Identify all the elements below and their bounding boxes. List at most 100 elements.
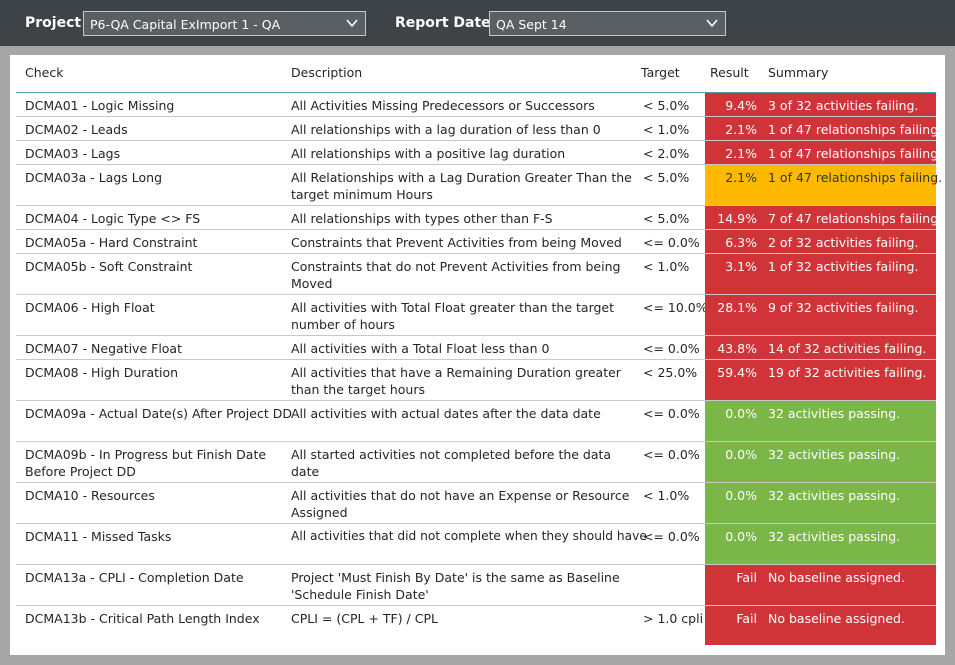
- check-target: <= 0.0%: [643, 341, 700, 356]
- check-description: Project 'Must Finish By Date' is the sam…: [291, 570, 620, 602]
- check-description: CPLI = (CPL + TF) / CPL: [291, 611, 438, 626]
- result-summary: 14 of 32 activities failing.: [768, 341, 927, 356]
- table-row[interactable]: DCMA03a - Lags Long All Relationships wi…: [16, 165, 942, 206]
- check-name: DCMA13a - CPLI - Completion Date: [25, 570, 244, 585]
- check-name: DCMA05a - Hard Constraint: [25, 235, 198, 250]
- result-cell: 0.0% 32 activities passing.: [705, 524, 936, 564]
- result-summary: 32 activities passing.: [768, 447, 901, 462]
- result-cell: 3.1% 1 of 32 activities failing.: [705, 254, 936, 294]
- result-value: 2.1%: [725, 146, 757, 161]
- table-row[interactable]: DCMA13b - Critical Path Length Index CPL…: [16, 606, 936, 645]
- result-cell: 43.8% 14 of 32 activities failing.: [705, 336, 936, 359]
- table-row[interactable]: DCMA05b - Soft Constraint Constraints th…: [16, 254, 936, 295]
- check-target: < 25.0%: [643, 365, 698, 380]
- table-row[interactable]: DCMA03 - Lags All relationships with a p…: [16, 141, 942, 165]
- check-name: DCMA10 - Resources: [25, 488, 155, 503]
- project-dropdown[interactable]: P6-QA Capital ExImport 1 - QA: [83, 11, 366, 36]
- check-name: DCMA02 - Leads: [25, 122, 128, 137]
- check-description: All activities with actual dates after t…: [291, 406, 601, 421]
- check-description: All relationships with a lag duration of…: [291, 122, 601, 137]
- result-summary: 19 of 32 activities failing.: [768, 365, 927, 380]
- check-name: DCMA07 - Negative Float: [25, 341, 182, 356]
- check-target: < 1.0%: [643, 488, 690, 503]
- result-summary: 32 activities passing.: [768, 529, 901, 544]
- result-summary: No baseline assigned.: [768, 570, 905, 585]
- column-header-summary[interactable]: Summary: [768, 65, 829, 80]
- table-row[interactable]: DCMA04 - Logic Type <> FS All relationsh…: [16, 206, 942, 230]
- column-header-result[interactable]: Result: [710, 65, 749, 80]
- table-row[interactable]: DCMA07 - Negative Float All activities w…: [16, 336, 936, 360]
- check-target: < 5.0%: [643, 170, 690, 185]
- result-summary: 1 of 47 relationships failing.: [768, 146, 943, 161]
- table-row[interactable]: DCMA02 - Leads All relationships with a …: [16, 117, 942, 141]
- report-date-dropdown-value: QA Sept 14: [496, 17, 567, 32]
- result-summary: 32 activities passing.: [768, 488, 901, 503]
- check-description: All Activities Missing Predecessors or S…: [291, 98, 595, 113]
- check-description: All activities with Total Float greater …: [291, 300, 615, 332]
- result-value: 43.8%: [717, 341, 757, 356]
- column-header-check[interactable]: Check: [25, 65, 64, 80]
- result-summary: 9 of 32 activities failing.: [768, 300, 919, 315]
- result-summary: 3 of 32 activities failing.: [768, 98, 919, 113]
- check-name: DCMA09b - In Progress but Finish Date Be…: [25, 447, 267, 479]
- check-target: < 1.0%: [643, 122, 690, 137]
- check-description: All activities with a Total Float less t…: [291, 341, 550, 356]
- result-cell: 28.1% 9 of 32 activities failing.: [705, 295, 936, 335]
- table-row[interactable]: DCMA09a - Actual Date(s) After Project D…: [16, 401, 936, 442]
- result-value: 0.0%: [725, 529, 757, 544]
- check-name: DCMA03 - Lags: [25, 146, 121, 161]
- result-value: 3.1%: [725, 259, 757, 274]
- check-target: <= 0.0%: [643, 529, 700, 544]
- check-name: DCMA09a - Actual Date(s) After Project D…: [25, 406, 292, 421]
- check-target: < 5.0%: [643, 98, 690, 113]
- result-cell: 0.0% 32 activities passing.: [705, 483, 936, 523]
- result-summary: 7 of 47 relationships failing.: [768, 211, 943, 226]
- table-row[interactable]: DCMA08 - High Duration All activities th…: [16, 360, 936, 401]
- result-value: 28.1%: [717, 300, 757, 315]
- result-cell: 2.1% 1 of 47 relationships failing.: [705, 117, 942, 140]
- table-row[interactable]: DCMA09b - In Progress but Finish Date Be…: [16, 442, 936, 483]
- chevron-down-icon: [346, 19, 358, 28]
- check-target: <= 0.0%: [643, 406, 700, 421]
- result-value: 14.9%: [717, 211, 757, 226]
- check-name: DCMA05b - Soft Constraint: [25, 259, 193, 274]
- check-name: DCMA03a - Lags Long: [25, 170, 163, 185]
- table-row[interactable]: DCMA06 - High Float All activities with …: [16, 295, 936, 336]
- chevron-down-icon: [706, 19, 718, 28]
- result-summary: No baseline assigned.: [768, 611, 905, 626]
- dcma-checks-table: Check Description Target Result Summary …: [10, 55, 945, 655]
- check-name: DCMA11 - Missed Tasks: [25, 529, 172, 544]
- check-target: < 1.0%: [643, 259, 690, 274]
- check-description: All Relationships with a Lag Duration Gr…: [291, 170, 632, 202]
- check-description: All started activities not completed bef…: [291, 447, 612, 479]
- header-divider: [16, 92, 936, 93]
- check-name: DCMA13b - Critical Path Length Index: [25, 611, 260, 626]
- result-summary: 2 of 32 activities failing.: [768, 235, 919, 250]
- result-value: Fail: [736, 611, 757, 626]
- check-description: Constraints that Prevent Activities from…: [291, 235, 622, 250]
- table-row[interactable]: DCMA11 - Missed Tasks All activities tha…: [16, 524, 936, 565]
- result-summary: 1 of 47 relationships failing.: [768, 122, 943, 137]
- table-row[interactable]: DCMA01 - Logic Missing All Activities Mi…: [16, 93, 936, 117]
- check-name: DCMA06 - High Float: [25, 300, 155, 315]
- result-value: 2.1%: [725, 122, 757, 137]
- check-name: DCMA01 - Logic Missing: [25, 98, 175, 113]
- column-header-description[interactable]: Description: [291, 65, 363, 80]
- result-cell: 59.4% 19 of 32 activities failing.: [705, 360, 936, 400]
- result-cell: Fail No baseline assigned.: [705, 565, 936, 605]
- report-date-dropdown[interactable]: QA Sept 14: [489, 11, 726, 36]
- check-description: All relationships with a positive lag du…: [291, 146, 566, 161]
- result-summary: 1 of 32 activities failing.: [768, 259, 919, 274]
- result-value: 0.0%: [725, 488, 757, 503]
- check-target: <= 0.0%: [643, 235, 700, 250]
- result-cell: 6.3% 2 of 32 activities failing.: [705, 230, 936, 253]
- check-target: < 2.0%: [643, 146, 690, 161]
- result-value: 6.3%: [725, 235, 757, 250]
- check-description: All activities that did not complete whe…: [291, 529, 647, 543]
- check-description: Constraints that do not Prevent Activiti…: [291, 259, 621, 291]
- table-row[interactable]: DCMA05a - Hard Constraint Constraints th…: [16, 230, 936, 254]
- result-cell: 9.4% 3 of 32 activities failing.: [705, 93, 936, 116]
- column-header-target[interactable]: Target: [641, 65, 680, 80]
- table-row[interactable]: DCMA10 - Resources All activities that d…: [16, 483, 936, 524]
- table-row[interactable]: DCMA13a - CPLI - Completion Date Project…: [16, 565, 936, 606]
